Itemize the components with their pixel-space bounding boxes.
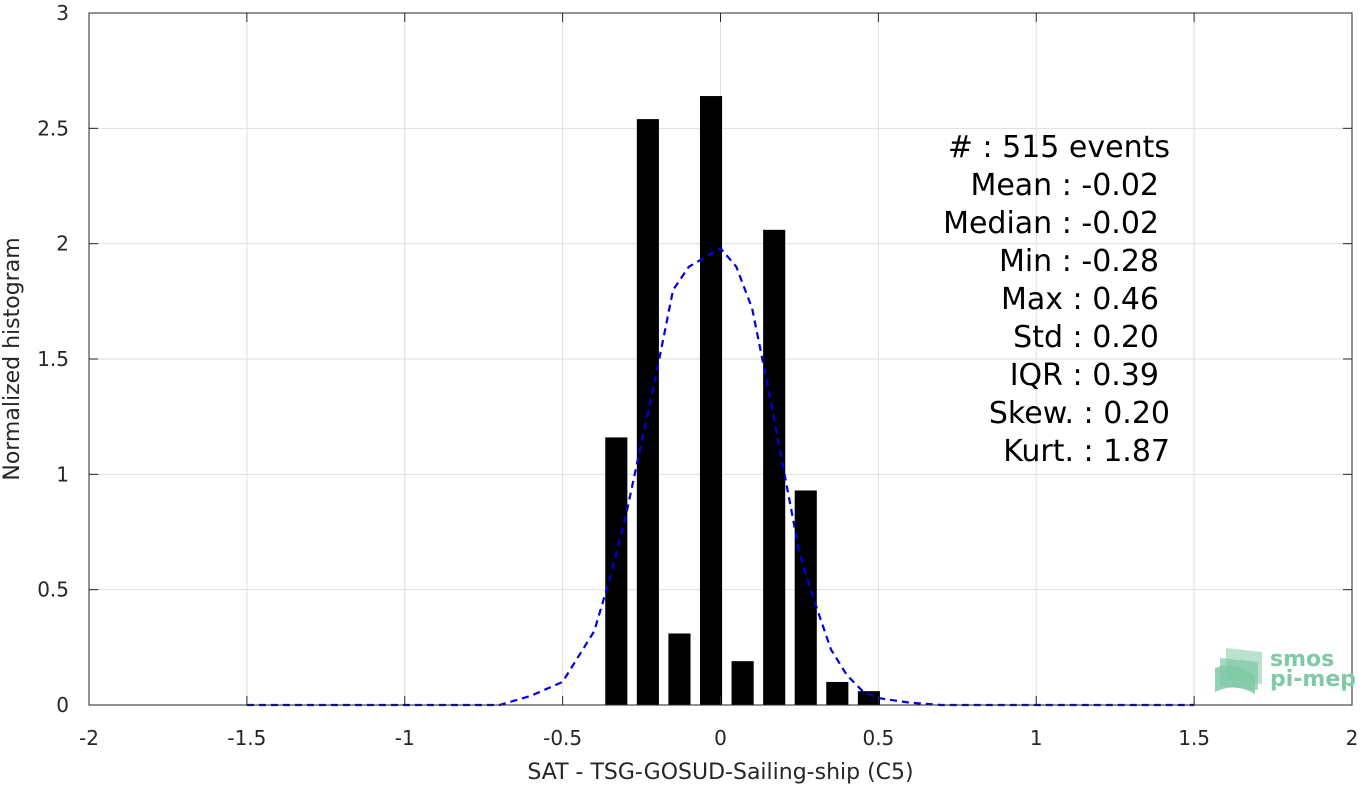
x-tick-label: -1.5 — [227, 726, 266, 750]
histogram-bar — [668, 633, 691, 705]
x-tick-label: 0.5 — [862, 726, 894, 750]
y-tick-label: 0.5 — [37, 578, 69, 602]
logo-text-smos: smos — [1270, 647, 1334, 672]
y-axis-label: Normalized histogram — [0, 237, 25, 480]
stats-line-max: Max : 0.46 — [1001, 282, 1159, 317]
stats-line-median: Median : -0.02 — [943, 206, 1159, 241]
fit-curve — [246, 246, 1195, 707]
stats-line-kurt: Kurt. : 1.87 — [1003, 434, 1170, 469]
y-tick-label: 1.5 — [37, 347, 69, 371]
histogram-bar — [605, 437, 628, 705]
smos-pi-mep-logo: smos pi-mep — [1215, 647, 1356, 694]
x-tick-label: -2 — [79, 726, 99, 750]
stats-line-std: Std : 0.20 — [1013, 320, 1159, 355]
x-tick-label: 1 — [1030, 726, 1043, 750]
logo-wave-icon — [1215, 648, 1262, 694]
x-tick-label: 2 — [1346, 726, 1359, 750]
histogram-bar — [763, 229, 786, 705]
histogram-bar — [857, 691, 880, 705]
logo-text-pimep: pi-mep — [1270, 667, 1356, 692]
histogram-bar — [699, 96, 723, 706]
y-tick-label: 3 — [56, 1, 69, 25]
stats-line-events: # : 515 events — [948, 130, 1170, 165]
y-tick-label: 2.5 — [37, 116, 69, 140]
stats-line-mean: Mean : -0.02 — [970, 168, 1159, 203]
histogram-bar — [794, 490, 817, 705]
stats-line-iqr: IQR : 0.39 — [1010, 358, 1159, 393]
stats-line-skew: Skew. : 0.20 — [989, 396, 1170, 431]
histogram-bar — [826, 681, 849, 705]
histogram-bars — [605, 96, 880, 706]
x-axis-label: SAT - TSG-GOSUD-Sailing-ship (C5) — [527, 760, 913, 785]
x-tick-label: 0 — [714, 726, 727, 750]
y-tick-label: 2 — [56, 232, 69, 256]
y-tick-label: 0 — [56, 693, 69, 717]
histogram-bar — [731, 661, 754, 705]
y-tick-label: 1 — [56, 462, 69, 486]
x-tick-label: -1 — [395, 726, 415, 750]
x-tick-label: 1.5 — [1178, 726, 1210, 750]
stats-line-min: Min : -0.28 — [999, 244, 1159, 279]
axis-ticks: -2 -1.5 -1 -0.5 0 0.5 1 1.5 2 0 0.5 1 1.5 2 2.5 3 — [37, 1, 1358, 750]
x-tick-label: -0.5 — [543, 726, 582, 750]
